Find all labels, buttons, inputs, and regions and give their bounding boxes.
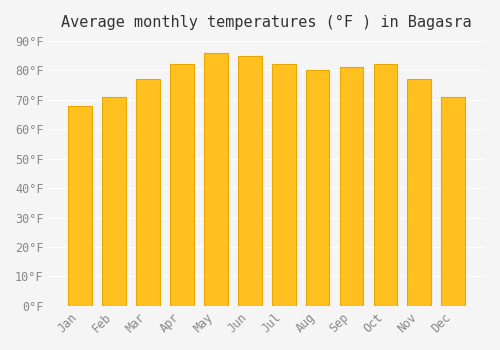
Bar [170,64,194,306]
Title: Average monthly temperatures (°F ) in Bagasra: Average monthly temperatures (°F ) in Ba… [62,15,472,30]
Bar [340,68,363,306]
Bar [374,64,398,306]
Bar [272,64,295,306]
Bar [136,79,160,306]
Bar [442,97,465,306]
Bar [204,53,228,306]
Bar [408,79,431,306]
Bar [306,70,330,306]
Bar [102,97,126,306]
Bar [68,106,92,306]
Bar [238,56,262,306]
